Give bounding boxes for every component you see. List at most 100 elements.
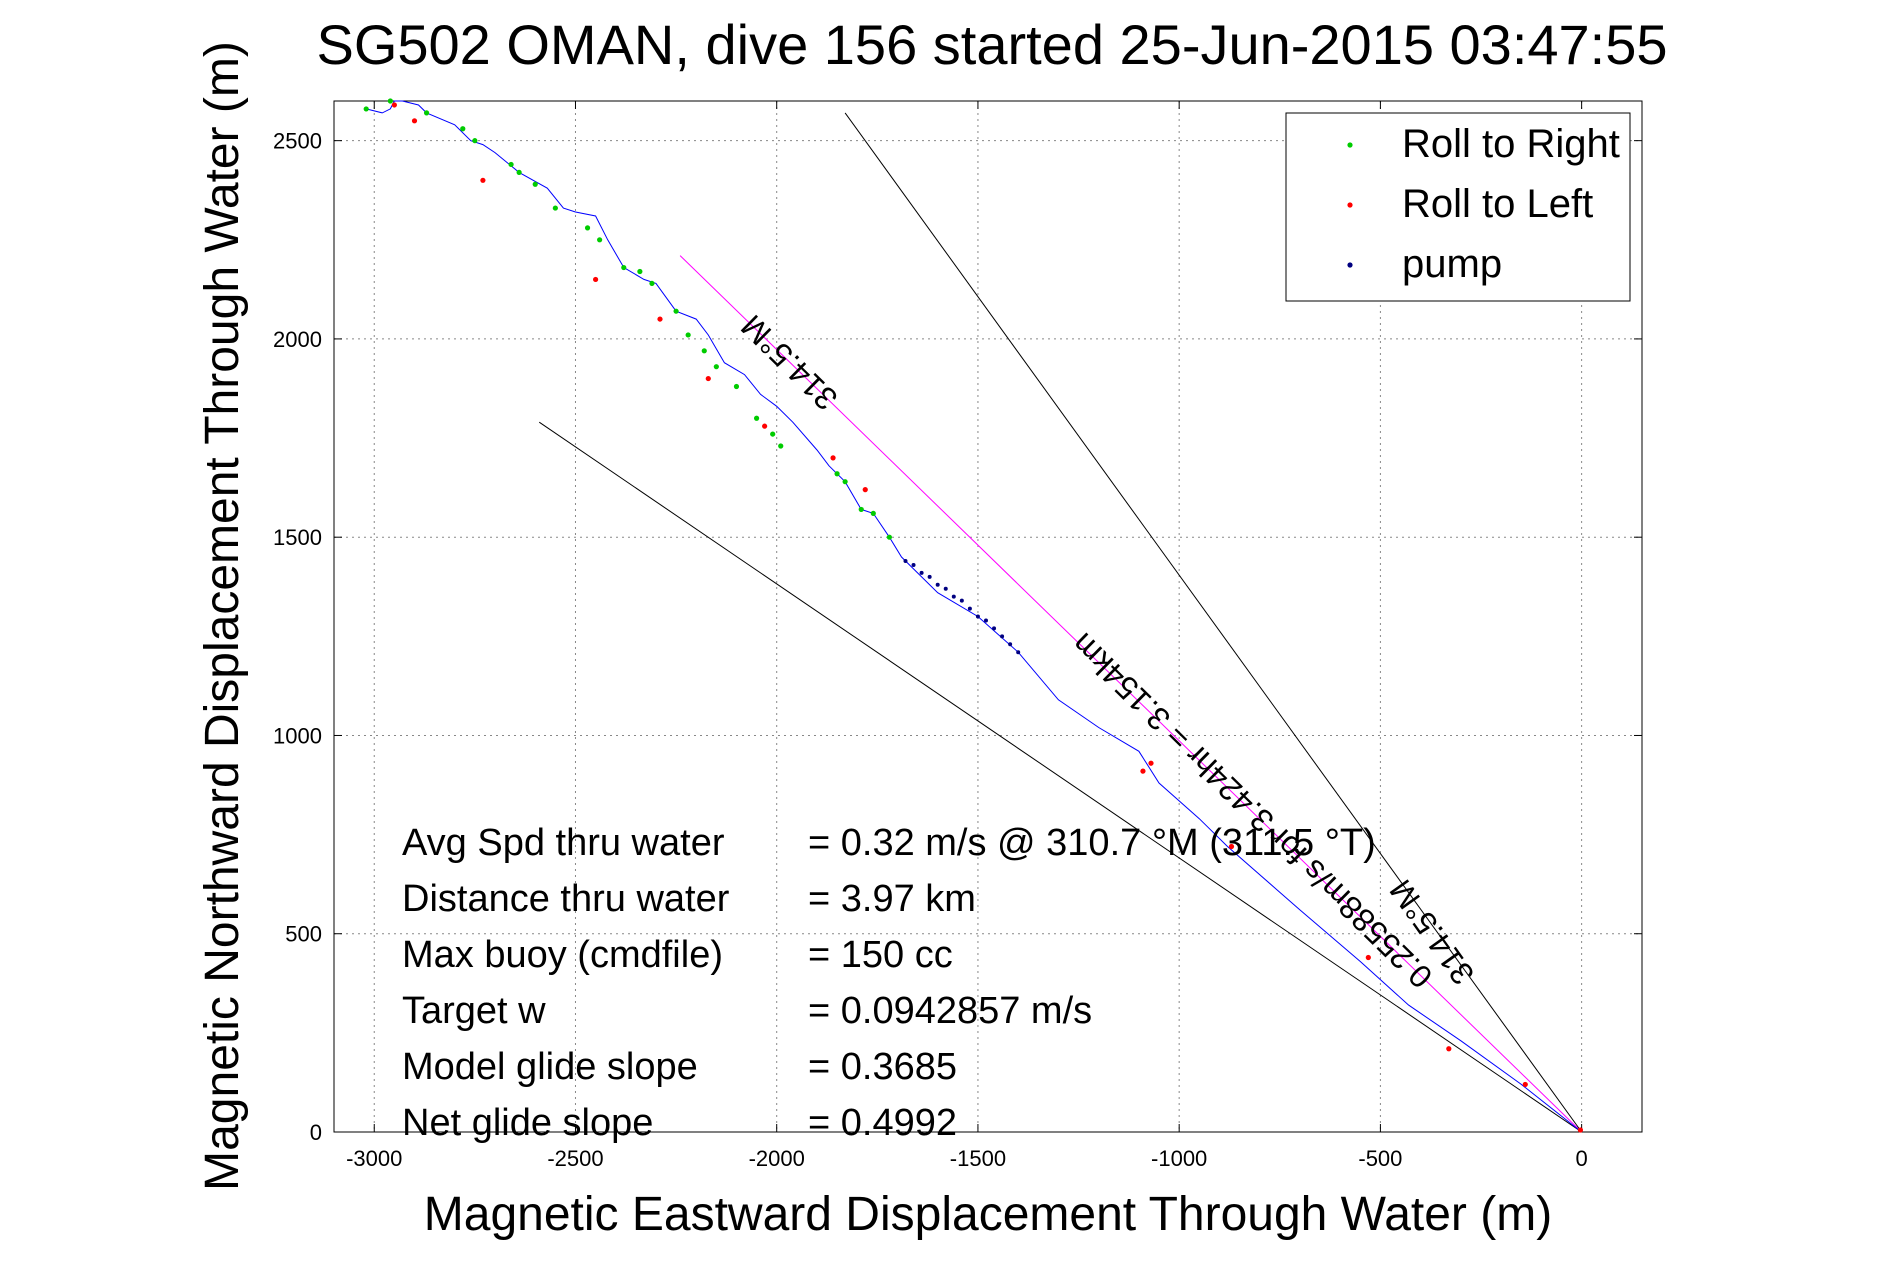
annotation-label: Max buoy (cmdfile) bbox=[402, 934, 723, 976]
y-tick-label: 2000 bbox=[273, 327, 322, 352]
annotation-label: Target w bbox=[402, 990, 546, 1032]
y-tick-label: 1500 bbox=[273, 525, 322, 550]
x-tick-label: -2000 bbox=[749, 1146, 805, 1171]
x-axis-label: Magnetic Eastward Displacement Through W… bbox=[424, 1188, 1552, 1241]
pump-point bbox=[1000, 634, 1005, 639]
legend: Roll to Right Roll to Left pump bbox=[1285, 112, 1631, 302]
marker-layer bbox=[363, 98, 1584, 1133]
roll-left-point bbox=[1148, 760, 1154, 766]
roll-left-point bbox=[411, 118, 418, 124]
y-tick-label: 1000 bbox=[273, 723, 322, 748]
roll-right-point bbox=[584, 225, 591, 231]
reference-line bbox=[844, 112, 1583, 1133]
roll-right-point bbox=[753, 415, 760, 421]
tick-labels: -3000 -2500 -2000 -1500 -1000 -500 0 0 500 1000 15… bbox=[273, 129, 1588, 1171]
roll-left-point bbox=[593, 276, 599, 283]
roll-right-point bbox=[886, 534, 892, 540]
pump-point bbox=[935, 582, 940, 587]
roll-right-point bbox=[516, 169, 522, 175]
roll-right-point bbox=[460, 126, 466, 132]
roll-left-point bbox=[705, 375, 711, 382]
pump-point bbox=[943, 586, 948, 591]
roll-right-point bbox=[637, 268, 643, 275]
roll-left-point bbox=[762, 423, 768, 429]
pump-point bbox=[983, 618, 988, 623]
legend-label: Roll to Right bbox=[1402, 122, 1620, 166]
legend-box bbox=[1285, 112, 1631, 302]
pump-point bbox=[959, 598, 964, 603]
annotation-label: Net glide slope bbox=[402, 1102, 653, 1144]
x-tick-label: -2500 bbox=[547, 1146, 603, 1171]
legend-marker bbox=[1347, 142, 1353, 148]
x-tick-label: -500 bbox=[1358, 1146, 1402, 1171]
roll-right-point bbox=[701, 348, 707, 354]
pump-point bbox=[1008, 642, 1013, 647]
pump-point bbox=[975, 614, 980, 619]
roll-right-point bbox=[858, 506, 864, 513]
annotation-value: = 3.97 km bbox=[808, 878, 976, 920]
pump-point bbox=[903, 558, 908, 563]
annotation-label: Distance thru water bbox=[402, 878, 730, 920]
pump-point bbox=[927, 574, 932, 579]
y-axis-label: Magnetic Northward Displacement Through … bbox=[196, 41, 249, 1191]
annotation-value: = 0.32 m/s @ 310.7 °M (311.5 °T) bbox=[808, 822, 1376, 864]
annotation-value: = 0.4992 bbox=[808, 1102, 957, 1144]
y-tick-label: 2500 bbox=[273, 129, 322, 154]
roll-right-point bbox=[870, 510, 876, 516]
x-tick-label: -1000 bbox=[1151, 1146, 1207, 1171]
roll-left-point bbox=[1577, 1127, 1584, 1133]
x-tick-label: 0 bbox=[1576, 1146, 1588, 1171]
roll-left-point bbox=[1140, 768, 1146, 774]
roll-right-point bbox=[649, 280, 655, 287]
annotation-value: = 0.3685 bbox=[808, 1046, 957, 1088]
legend-marker bbox=[1347, 262, 1353, 268]
roll-right-point bbox=[597, 237, 603, 243]
chart-title: SG502 OMAN, dive 156 started 25-Jun-2015… bbox=[316, 13, 1667, 76]
legend-marker bbox=[1347, 202, 1353, 208]
roll-right-point bbox=[552, 205, 558, 211]
reference-lines bbox=[538, 112, 1583, 1133]
plot-area bbox=[333, 100, 1643, 1133]
annotation-label: Model glide slope bbox=[402, 1046, 698, 1088]
y-tick-label: 500 bbox=[285, 922, 322, 947]
roll-left-point bbox=[480, 177, 486, 183]
annotation-value: = 150 cc bbox=[808, 934, 953, 976]
pump-point bbox=[911, 562, 916, 567]
x-tick-label: -1500 bbox=[950, 1146, 1006, 1171]
legend-label: Roll to Left bbox=[1402, 182, 1593, 226]
roll-left-point bbox=[657, 316, 663, 322]
roll-right-point bbox=[472, 138, 478, 144]
roll-right-point bbox=[673, 308, 679, 314]
roll-right-point bbox=[423, 110, 430, 116]
pump-point bbox=[967, 606, 972, 611]
roll-right-point bbox=[363, 106, 369, 112]
annotation-label: Avg Spd thru water bbox=[402, 822, 725, 864]
roll-left-point bbox=[830, 455, 836, 461]
roll-right-point bbox=[733, 383, 740, 390]
roll-right-point bbox=[387, 98, 393, 104]
roll-right-point bbox=[532, 181, 538, 187]
pump-point bbox=[919, 570, 924, 575]
pump-point bbox=[1016, 650, 1021, 655]
annotation-value: = 0.0942857 m/s bbox=[808, 990, 1092, 1032]
roll-left-point bbox=[1228, 843, 1235, 850]
roll-right-point bbox=[770, 431, 776, 437]
pump-point bbox=[951, 594, 956, 599]
x-tick-label: -3000 bbox=[346, 1146, 402, 1171]
reference-line bbox=[679, 255, 1582, 1133]
roll-left-point bbox=[862, 487, 868, 493]
roll-right-point bbox=[778, 443, 784, 449]
annotation-block: Avg Spd thru water = 0.32 m/s @ 310.7 °M … bbox=[402, 822, 1376, 1144]
roll-right-point bbox=[713, 364, 719, 370]
roll-left-point bbox=[1365, 954, 1371, 961]
roll-right-point bbox=[842, 479, 848, 485]
pump-point bbox=[992, 626, 997, 631]
roll-left-point bbox=[391, 102, 397, 108]
roll-right-point bbox=[508, 161, 514, 168]
roll-left-point bbox=[1522, 1081, 1528, 1088]
roll-left-point bbox=[1446, 1046, 1452, 1052]
y-tick-label: 0 bbox=[310, 1120, 322, 1145]
legend-label: pump bbox=[1402, 242, 1502, 286]
grid bbox=[334, 101, 1642, 1133]
